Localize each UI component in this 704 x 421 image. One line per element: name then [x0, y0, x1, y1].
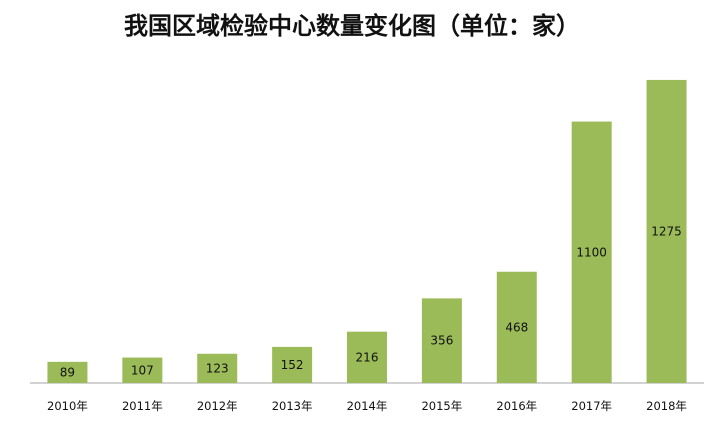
- bar-group: [47, 79, 687, 384]
- bar-2014年: [347, 331, 387, 383]
- bar-2010年: [47, 361, 88, 383]
- x-tick-label: 2012年: [197, 399, 238, 413]
- bar-value-label: 216: [356, 350, 379, 364]
- bar-value-label: 123: [206, 361, 229, 375]
- bar-2011年: [122, 357, 163, 383]
- chart-title: 我国区域检验中心数量变化图（单位：家）: [124, 11, 580, 40]
- x-tick-label: 2014年: [347, 399, 388, 413]
- value-label-group: 89 107 123 152 216 356 468 1100 1275: [60, 224, 682, 379]
- bar-value-label: 356: [430, 334, 453, 348]
- x-tick-label: 2015年: [421, 399, 462, 413]
- x-tick-label: 2011年: [122, 399, 163, 413]
- x-tick-label: 2018年: [646, 399, 687, 413]
- bar-value-label: 1275: [651, 224, 682, 238]
- bar-value-label: 89: [60, 365, 75, 379]
- x-tick-label: 2016年: [496, 399, 537, 413]
- bar-2018年: [646, 79, 687, 383]
- bar-value-label: 107: [131, 363, 154, 377]
- x-tick-label: 2010年: [47, 399, 88, 413]
- bar-2015年: [421, 298, 462, 383]
- bar-2016年: [496, 271, 537, 383]
- bar-2013年: [272, 346, 313, 383]
- bar-value-label: 468: [505, 320, 528, 334]
- x-tick-label: 2013年: [272, 399, 313, 413]
- x-tick-label: 2017年: [571, 399, 612, 413]
- bar-value-label: 1100: [576, 245, 607, 259]
- bar-2017年: [571, 121, 612, 384]
- bar-value-label: 152: [281, 358, 304, 372]
- bar-2012年: [197, 353, 238, 383]
- x-tick-label-group: 2010年 2011年 2012年 2013年 2014年 2015年 2016年 2017年…: [47, 399, 687, 413]
